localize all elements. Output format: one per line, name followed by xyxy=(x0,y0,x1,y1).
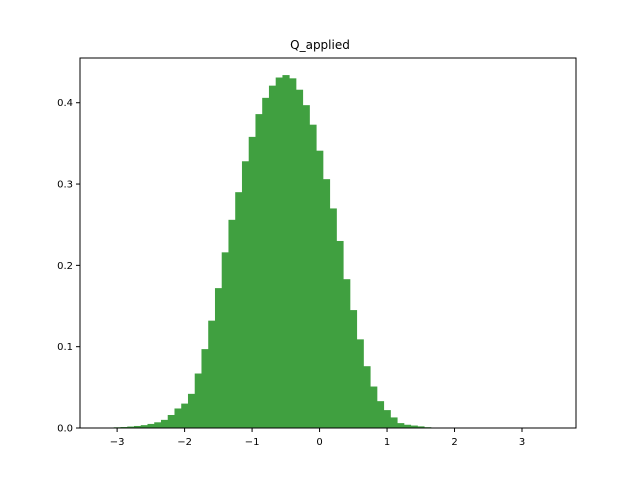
histogram-bar-22 xyxy=(248,136,256,428)
histogram-bar-14 xyxy=(194,373,202,428)
histogram-bar-36 xyxy=(343,279,351,428)
histogram-bar-32 xyxy=(316,150,324,428)
histogram-bar-41 xyxy=(376,401,385,428)
histogram-bar-8 xyxy=(154,422,162,428)
histogram-bar-4 xyxy=(127,426,135,428)
histogram-bar-12 xyxy=(181,403,189,428)
histogram-bar-30 xyxy=(302,105,310,428)
histogram-bar-42 xyxy=(383,410,391,428)
histogram-bar-13 xyxy=(187,393,196,428)
histogram-bar-20 xyxy=(235,192,243,428)
histogram-bar-31 xyxy=(309,124,317,429)
histogram-bar-43 xyxy=(390,417,398,428)
histogram-bar-26 xyxy=(275,77,283,429)
x-tick-label: 1 xyxy=(384,437,390,448)
bars-layer xyxy=(100,75,432,429)
histogram-bar-6 xyxy=(140,425,148,428)
histogram-bar-27 xyxy=(282,75,290,428)
x-tick-label: 3 xyxy=(519,437,525,448)
histogram-bar-40 xyxy=(370,386,378,428)
x-tick-label: 2 xyxy=(451,437,457,448)
histogram-bar-46 xyxy=(410,425,418,428)
histogram-bar-7 xyxy=(147,423,155,428)
histogram-bar-37 xyxy=(349,310,358,428)
y-tick-label: 0.1 xyxy=(57,342,73,353)
histogram-bar-45 xyxy=(403,424,412,428)
y-tick-label: 0.2 xyxy=(57,261,73,272)
histogram-bar-34 xyxy=(329,208,337,428)
histogram-bar-21 xyxy=(241,161,250,428)
histogram-bar-25 xyxy=(268,85,277,429)
histogram-bar-15 xyxy=(201,349,209,428)
histogram-bar-16 xyxy=(208,320,216,428)
histogram-bar-39 xyxy=(363,366,371,428)
plot-frame xyxy=(79,57,577,429)
histogram-bar-5 xyxy=(133,425,142,428)
histogram-bar-19 xyxy=(228,219,236,428)
x-tick-label: −1 xyxy=(245,437,260,448)
x-tick-label: 0 xyxy=(316,437,322,448)
y-tick-label: 0.0 xyxy=(57,424,73,435)
histogram-bar-18 xyxy=(221,252,229,428)
x-tick-label: −2 xyxy=(177,437,192,448)
axes-layer: −3 −2 −1 0 1 2 3 0.0 0.1 0.2 0.3 0.4 xyxy=(57,98,525,448)
histogram-bar-23 xyxy=(255,114,263,429)
histogram-bar-33 xyxy=(322,179,331,428)
chart-title: Q_applied xyxy=(290,38,350,52)
histogram-bar-24 xyxy=(262,97,270,428)
y-tick-label: 0.3 xyxy=(57,180,73,191)
histogram-bar-38 xyxy=(356,339,364,428)
histogram-bar-10 xyxy=(167,414,175,428)
histogram-bar-9 xyxy=(160,419,169,428)
histogram-bar-17 xyxy=(214,288,223,428)
histogram-bar-29 xyxy=(295,89,304,429)
x-tick-label: −3 xyxy=(110,437,125,448)
histogram-bar-47 xyxy=(417,426,425,428)
y-tick-label: 0.4 xyxy=(57,98,73,109)
histogram-bar-28 xyxy=(289,78,297,428)
histogram-bar-11 xyxy=(174,408,182,428)
histogram-bar-35 xyxy=(336,240,344,428)
histogram-bar-44 xyxy=(397,423,405,428)
